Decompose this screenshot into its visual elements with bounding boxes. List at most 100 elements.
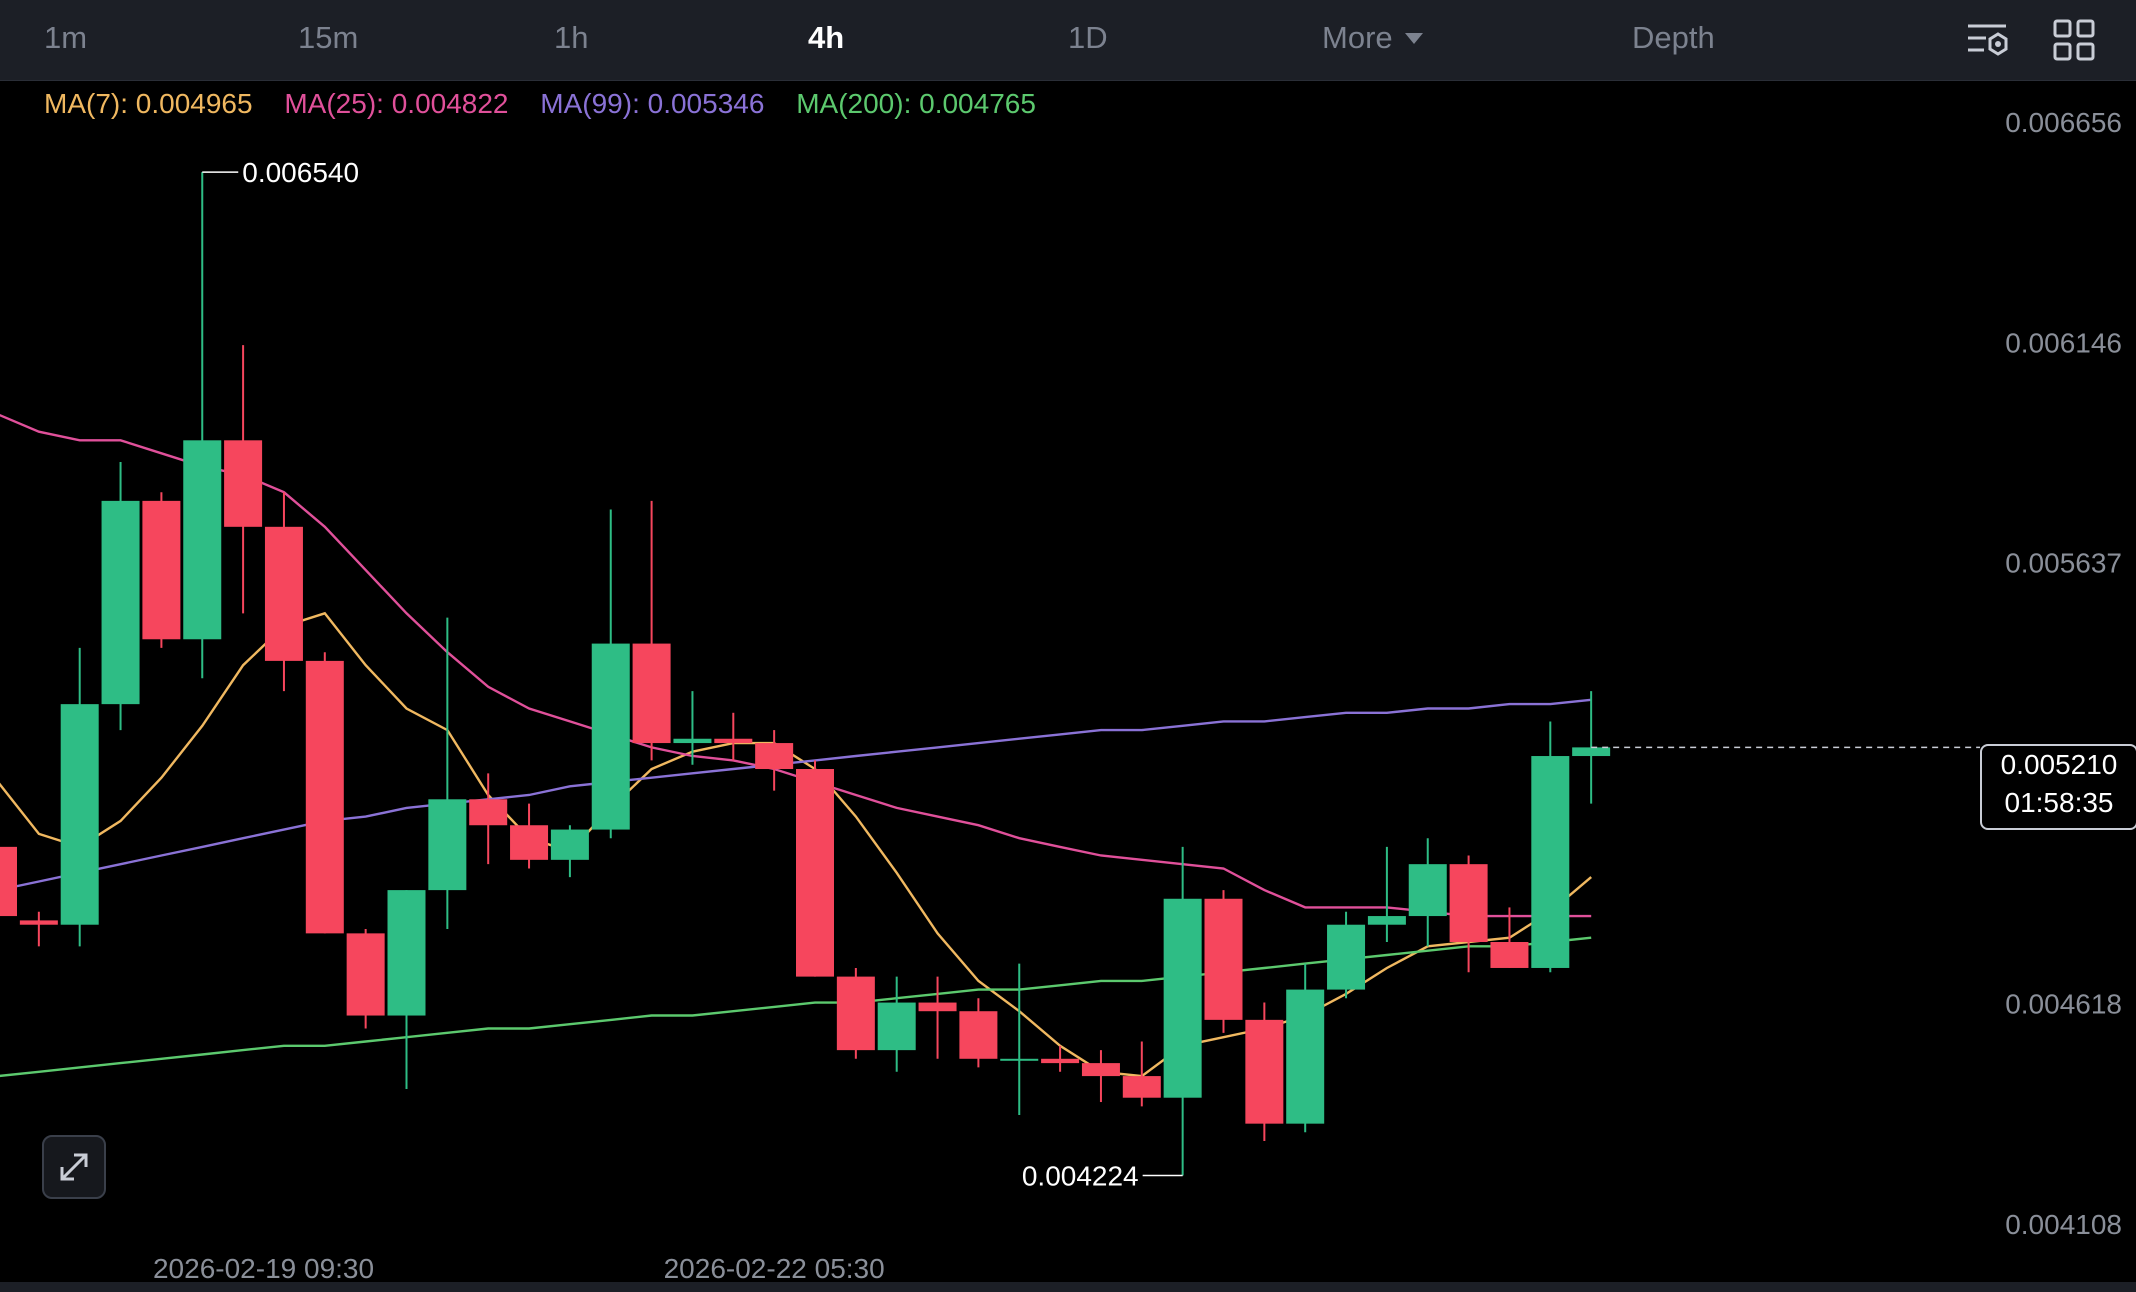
candle-body: [1367, 916, 1406, 925]
candle[interactable]: [673, 691, 712, 765]
candle[interactable]: [877, 976, 916, 1072]
y-axis-tick: 0.006656: [2005, 107, 2122, 138]
candle-body: [346, 933, 385, 1016]
candle-body: [591, 643, 630, 830]
candle-body: [1408, 864, 1447, 917]
candle[interactable]: [959, 998, 998, 1068]
candle-body: [1122, 1076, 1161, 1098]
candle[interactable]: [1081, 1050, 1120, 1103]
ma200-label: MA(200): 0.004765: [796, 88, 1036, 119]
candle[interactable]: [428, 617, 467, 930]
tab-1h[interactable]: 1h: [554, 20, 589, 55]
candle-body: [387, 890, 426, 1016]
candle[interactable]: [714, 712, 753, 761]
candle-body: [1490, 942, 1529, 968]
candle[interactable]: [1204, 890, 1243, 1033]
last-price-value: 0.005210: [2000, 749, 2118, 780]
candle[interactable]: [510, 803, 549, 869]
candle[interactable]: [19, 911, 58, 947]
candle[interactable]: [755, 730, 794, 791]
candle[interactable]: [1000, 963, 1039, 1116]
candle[interactable]: [469, 773, 508, 865]
ma99-line: [0, 698, 1592, 891]
candle[interactable]: [796, 760, 834, 977]
candle[interactable]: [1449, 855, 1488, 973]
tab-15m[interactable]: 15m: [298, 20, 359, 55]
x-axis-tick: 2026-02-22 05:30: [664, 1253, 885, 1281]
last-price-tag: 0.005210 01:58:35: [1980, 744, 2136, 830]
candle-body: [1081, 1063, 1120, 1077]
candle-body: [264, 526, 303, 661]
candle-body: [1327, 924, 1366, 990]
candle[interactable]: [183, 172, 222, 679]
candle[interactable]: [0, 838, 17, 942]
y-axis-tick: 0.004618: [2005, 988, 2122, 1019]
tab-1d[interactable]: 1D: [1068, 20, 1108, 55]
candle-body: [183, 440, 222, 640]
candle[interactable]: [264, 492, 303, 692]
candle[interactable]: [918, 976, 957, 1059]
candlestick-chart[interactable]: 0.006540 0.004224 0.006656 0.006146 0.00563…: [0, 81, 2136, 1281]
chart-settings-icon[interactable]: [1966, 18, 2010, 62]
candle[interactable]: [142, 492, 181, 648]
tab-1m[interactable]: 1m: [44, 20, 88, 55]
candle[interactable]: [591, 509, 630, 839]
y-axis-tick: 0.006146: [2005, 328, 2122, 359]
candle-body: [101, 500, 140, 705]
tab-depth[interactable]: Depth: [1632, 20, 1715, 55]
candle-body: [0, 846, 17, 917]
candle[interactable]: [1163, 846, 1202, 1176]
ma200-line: [0, 936, 1592, 1078]
candle[interactable]: [632, 500, 671, 761]
candle[interactable]: [224, 345, 263, 614]
candle-body: [796, 769, 834, 977]
candle-body: [1286, 989, 1325, 1124]
ma-legend: MA(7): 0.004965 MA(25): 0.004822 MA(99):…: [44, 88, 1060, 120]
fullscreen-button[interactable]: [42, 1135, 106, 1199]
candle-body: [1204, 898, 1243, 1020]
ma25-label: MA(25): 0.004822: [284, 88, 509, 119]
candle[interactable]: [1245, 1002, 1284, 1141]
candle[interactable]: [387, 890, 426, 1090]
candle-body: [632, 643, 671, 744]
ma7-line: [0, 611, 1592, 1078]
candle-body: [1163, 898, 1202, 1098]
candle[interactable]: [1327, 911, 1366, 999]
candle[interactable]: [60, 647, 99, 947]
candle[interactable]: [1286, 963, 1325, 1133]
candle-body: [142, 500, 181, 640]
candle-body: [60, 704, 99, 925]
candle[interactable]: [305, 652, 344, 934]
expand-icon: [60, 1153, 88, 1181]
candle-body: [19, 920, 58, 925]
candle-body: [305, 660, 344, 934]
y-axis-tick: 0.004108: [2005, 1209, 2122, 1240]
candle[interactable]: [1531, 721, 1570, 973]
candle-body: [918, 1002, 957, 1012]
y-axis-tick: 0.005637: [2005, 548, 2122, 579]
grid-layout-icon[interactable]: [2052, 18, 2096, 62]
candle-body: [1245, 1019, 1284, 1124]
candle[interactable]: [1408, 838, 1447, 947]
ma7-label: MA(7): 0.004965: [44, 88, 253, 119]
candle-body: [510, 825, 549, 860]
candle-body: [550, 829, 589, 860]
candle-body: [877, 1002, 916, 1051]
candle[interactable]: [346, 929, 385, 1029]
candle[interactable]: [550, 825, 589, 878]
candle-body: [959, 1011, 998, 1059]
candle-body: [1041, 1058, 1080, 1064]
bottom-bar: [0, 1282, 2136, 1292]
candle-body: [836, 976, 875, 1051]
candle[interactable]: [1041, 1045, 1080, 1072]
candle[interactable]: [1490, 907, 1529, 968]
candle[interactable]: [836, 967, 875, 1059]
candle[interactable]: [1122, 1041, 1161, 1107]
ma99-label: MA(99): 0.005346: [540, 88, 765, 119]
candle[interactable]: [1367, 846, 1406, 943]
candle[interactable]: [101, 461, 140, 731]
candle-body: [1531, 756, 1570, 968]
interval-toolbar: 1m 15m 1h 4h 1D More Depth: [0, 0, 2136, 81]
tab-4h[interactable]: 4h: [808, 20, 845, 55]
tab-more[interactable]: More: [1322, 0, 1423, 80]
